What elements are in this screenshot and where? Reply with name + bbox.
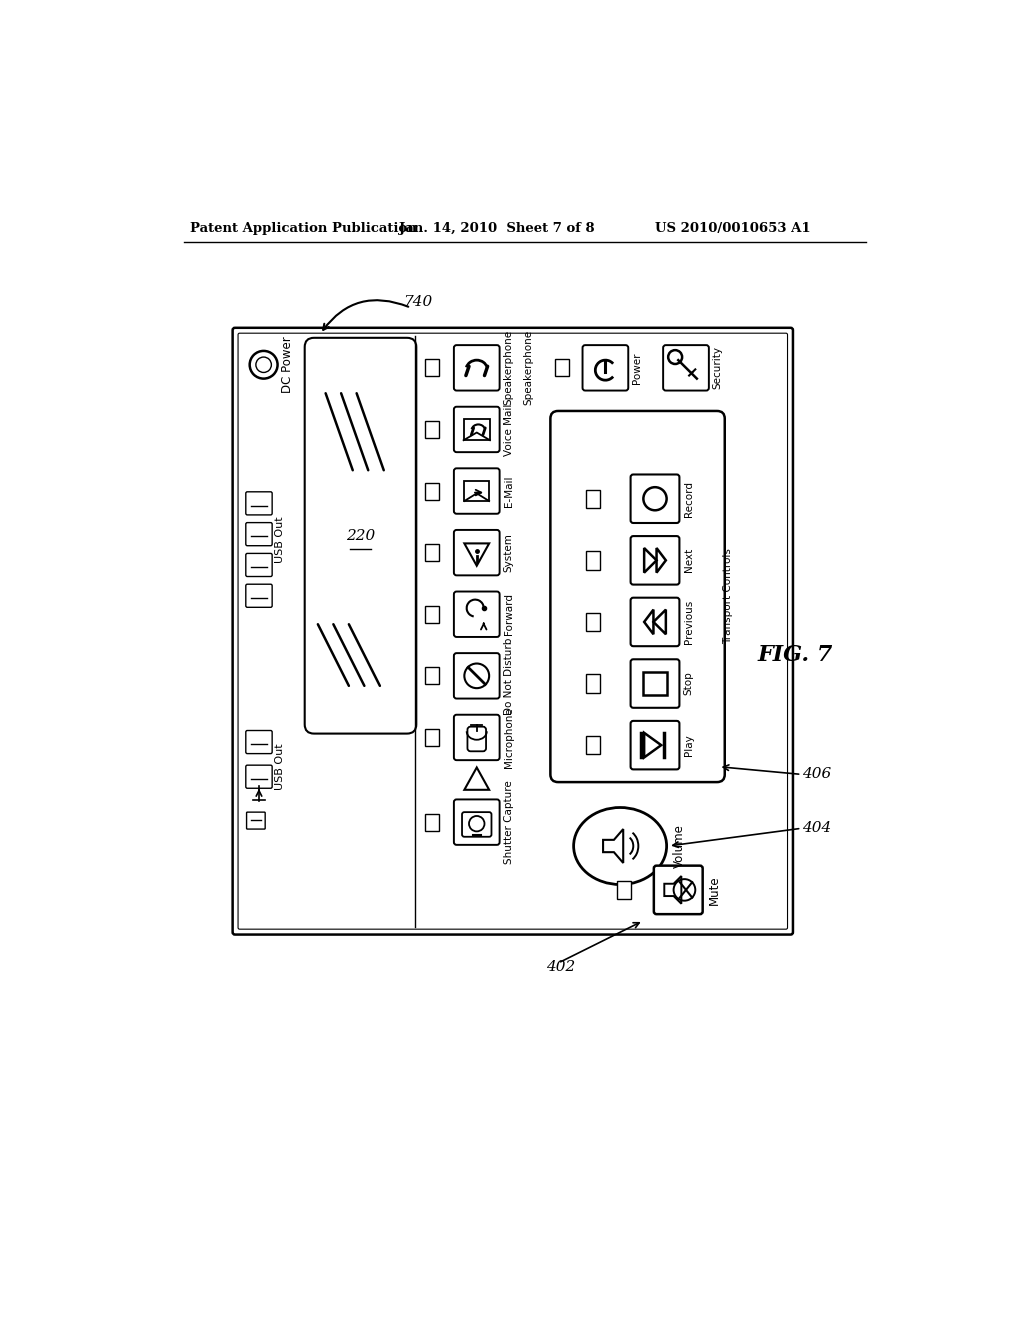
FancyBboxPatch shape xyxy=(246,730,272,754)
FancyBboxPatch shape xyxy=(631,536,679,585)
Text: Play: Play xyxy=(684,734,693,756)
FancyBboxPatch shape xyxy=(246,766,272,788)
Text: Forward: Forward xyxy=(504,593,514,635)
FancyBboxPatch shape xyxy=(232,327,793,935)
FancyBboxPatch shape xyxy=(246,585,272,607)
FancyBboxPatch shape xyxy=(454,469,500,513)
Text: Shutter Capture: Shutter Capture xyxy=(504,780,514,865)
Bar xyxy=(464,480,489,502)
Text: Do Not Disturb: Do Not Disturb xyxy=(504,638,514,714)
Text: Microphone: Microphone xyxy=(504,708,514,768)
Text: Previous: Previous xyxy=(684,599,693,644)
Bar xyxy=(464,418,489,441)
FancyBboxPatch shape xyxy=(631,474,679,523)
FancyBboxPatch shape xyxy=(586,490,600,508)
Text: Transport Controls: Transport Controls xyxy=(723,549,733,644)
Text: Record: Record xyxy=(684,480,693,516)
Text: Speakerphone: Speakerphone xyxy=(504,330,514,405)
FancyBboxPatch shape xyxy=(425,483,438,499)
Text: Speakerphone: Speakerphone xyxy=(523,330,534,405)
FancyBboxPatch shape xyxy=(454,529,500,576)
FancyBboxPatch shape xyxy=(586,675,600,693)
Text: 740: 740 xyxy=(403,294,432,309)
FancyBboxPatch shape xyxy=(246,553,272,577)
Text: USB Out: USB Out xyxy=(275,516,286,562)
Text: Power: Power xyxy=(632,352,642,384)
FancyBboxPatch shape xyxy=(664,345,709,391)
Text: DC Power: DC Power xyxy=(281,337,294,393)
FancyBboxPatch shape xyxy=(425,729,438,746)
FancyBboxPatch shape xyxy=(654,866,702,915)
FancyBboxPatch shape xyxy=(631,721,679,770)
FancyBboxPatch shape xyxy=(467,726,486,751)
Text: 406: 406 xyxy=(802,767,831,781)
FancyBboxPatch shape xyxy=(586,612,600,631)
Text: E-Mail: E-Mail xyxy=(504,475,514,507)
FancyBboxPatch shape xyxy=(305,338,417,734)
Text: Stop: Stop xyxy=(684,672,693,696)
FancyBboxPatch shape xyxy=(583,345,629,391)
FancyBboxPatch shape xyxy=(425,359,438,376)
FancyBboxPatch shape xyxy=(425,813,438,830)
Text: Jan. 14, 2010  Sheet 7 of 8: Jan. 14, 2010 Sheet 7 of 8 xyxy=(399,222,595,235)
Text: Security: Security xyxy=(713,346,722,389)
FancyBboxPatch shape xyxy=(425,668,438,684)
FancyBboxPatch shape xyxy=(454,407,500,453)
FancyBboxPatch shape xyxy=(462,812,492,837)
FancyBboxPatch shape xyxy=(454,591,500,638)
Text: Mute: Mute xyxy=(708,875,721,904)
FancyBboxPatch shape xyxy=(247,812,265,829)
Text: Voice Mail: Voice Mail xyxy=(504,403,514,455)
FancyBboxPatch shape xyxy=(425,606,438,623)
FancyBboxPatch shape xyxy=(454,653,500,698)
FancyBboxPatch shape xyxy=(454,800,500,845)
Text: 220: 220 xyxy=(346,529,375,543)
Text: Volume: Volume xyxy=(673,824,686,869)
Bar xyxy=(643,672,667,696)
FancyBboxPatch shape xyxy=(425,544,438,561)
Text: 404: 404 xyxy=(802,821,831,836)
Text: FIG. 7: FIG. 7 xyxy=(758,644,833,667)
Text: USB Out: USB Out xyxy=(275,743,286,789)
Text: System: System xyxy=(504,533,514,572)
FancyBboxPatch shape xyxy=(246,523,272,545)
Text: Patent Application Publication: Patent Application Publication xyxy=(190,222,417,235)
Text: 402: 402 xyxy=(547,960,575,974)
FancyBboxPatch shape xyxy=(631,659,679,708)
FancyBboxPatch shape xyxy=(586,552,600,570)
FancyBboxPatch shape xyxy=(550,411,725,781)
FancyBboxPatch shape xyxy=(425,421,438,438)
FancyBboxPatch shape xyxy=(631,598,679,647)
FancyBboxPatch shape xyxy=(454,345,500,391)
Text: US 2010/0010653 A1: US 2010/0010653 A1 xyxy=(655,222,811,235)
FancyBboxPatch shape xyxy=(246,492,272,515)
FancyBboxPatch shape xyxy=(586,737,600,755)
Text: Next: Next xyxy=(684,548,693,573)
FancyBboxPatch shape xyxy=(454,714,500,760)
FancyBboxPatch shape xyxy=(555,359,569,376)
FancyBboxPatch shape xyxy=(617,880,631,899)
